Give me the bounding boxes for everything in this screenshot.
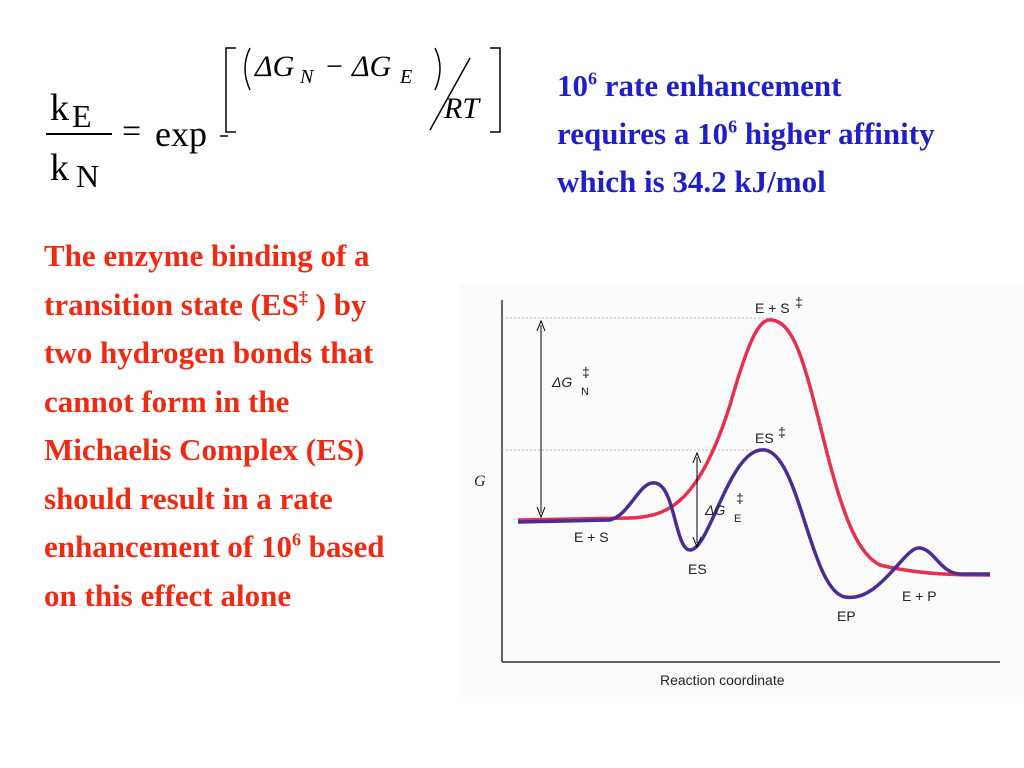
label: ‡ (582, 364, 590, 380)
eq-delta: ΔG (255, 50, 295, 83)
eq-func: exp (155, 114, 207, 154)
eq-sub: N (300, 66, 314, 88)
label: ES (688, 561, 707, 577)
text: ) by two hydrogen bonds that cannot form… (44, 286, 374, 565)
arrow-head (692, 451, 702, 549)
text: higher affinity which is 34.2 kJ/mol (557, 116, 935, 199)
superscript: 6 (291, 529, 301, 550)
panel (460, 285, 1024, 697)
axis-label: Reaction coordinate (660, 672, 785, 688)
arrow-head (536, 319, 546, 519)
label: EP (837, 608, 856, 624)
eq-k: k (50, 87, 69, 129)
text: rate enhancement requires a 10 (557, 68, 842, 151)
label: E + S (755, 300, 790, 316)
uncatalyzed-curve (517, 318, 991, 577)
label: ES (755, 430, 774, 446)
eq-delta: ΔG (352, 50, 392, 83)
energy-diagram: E + S ‡ ES ‡ ΔG N ‡ ΔG E ‡ G E + S ES EP… (460, 285, 1024, 697)
note: 106 rate enhancement requires a 106 high… (557, 62, 937, 206)
text: based on this effect alone (44, 529, 385, 613)
eq-sub: N (76, 158, 100, 194)
text: The enzyme binding of a transition state… (44, 238, 370, 322)
axis-label: G (474, 473, 486, 490)
eq-equals: = (122, 113, 142, 150)
superscript: 6 (728, 116, 738, 137)
text: 10 (557, 68, 588, 103)
label: ‡ (736, 490, 744, 506)
label: E + S (574, 529, 609, 545)
label: ΔG (704, 502, 725, 518)
eq-minus: − (326, 50, 343, 83)
catalyzed-curve (517, 448, 990, 599)
superscript: ‡ (298, 287, 308, 308)
fraction-bar (46, 133, 112, 135)
eq-sub: E (400, 66, 413, 88)
label: E + P (902, 588, 937, 604)
label: ‡ (795, 294, 803, 310)
body-text: The enzyme binding of a transition state… (44, 232, 414, 620)
eq-sub: E (72, 98, 92, 134)
label: ‡ (778, 424, 786, 440)
superscript: 6 (588, 68, 597, 89)
label: E (734, 513, 741, 525)
eq-divisor: RT (444, 92, 480, 125)
eq-k: k (50, 147, 69, 189)
eq-brackets (220, 47, 501, 137)
label: ΔG (551, 374, 572, 390)
label: N (581, 386, 589, 398)
